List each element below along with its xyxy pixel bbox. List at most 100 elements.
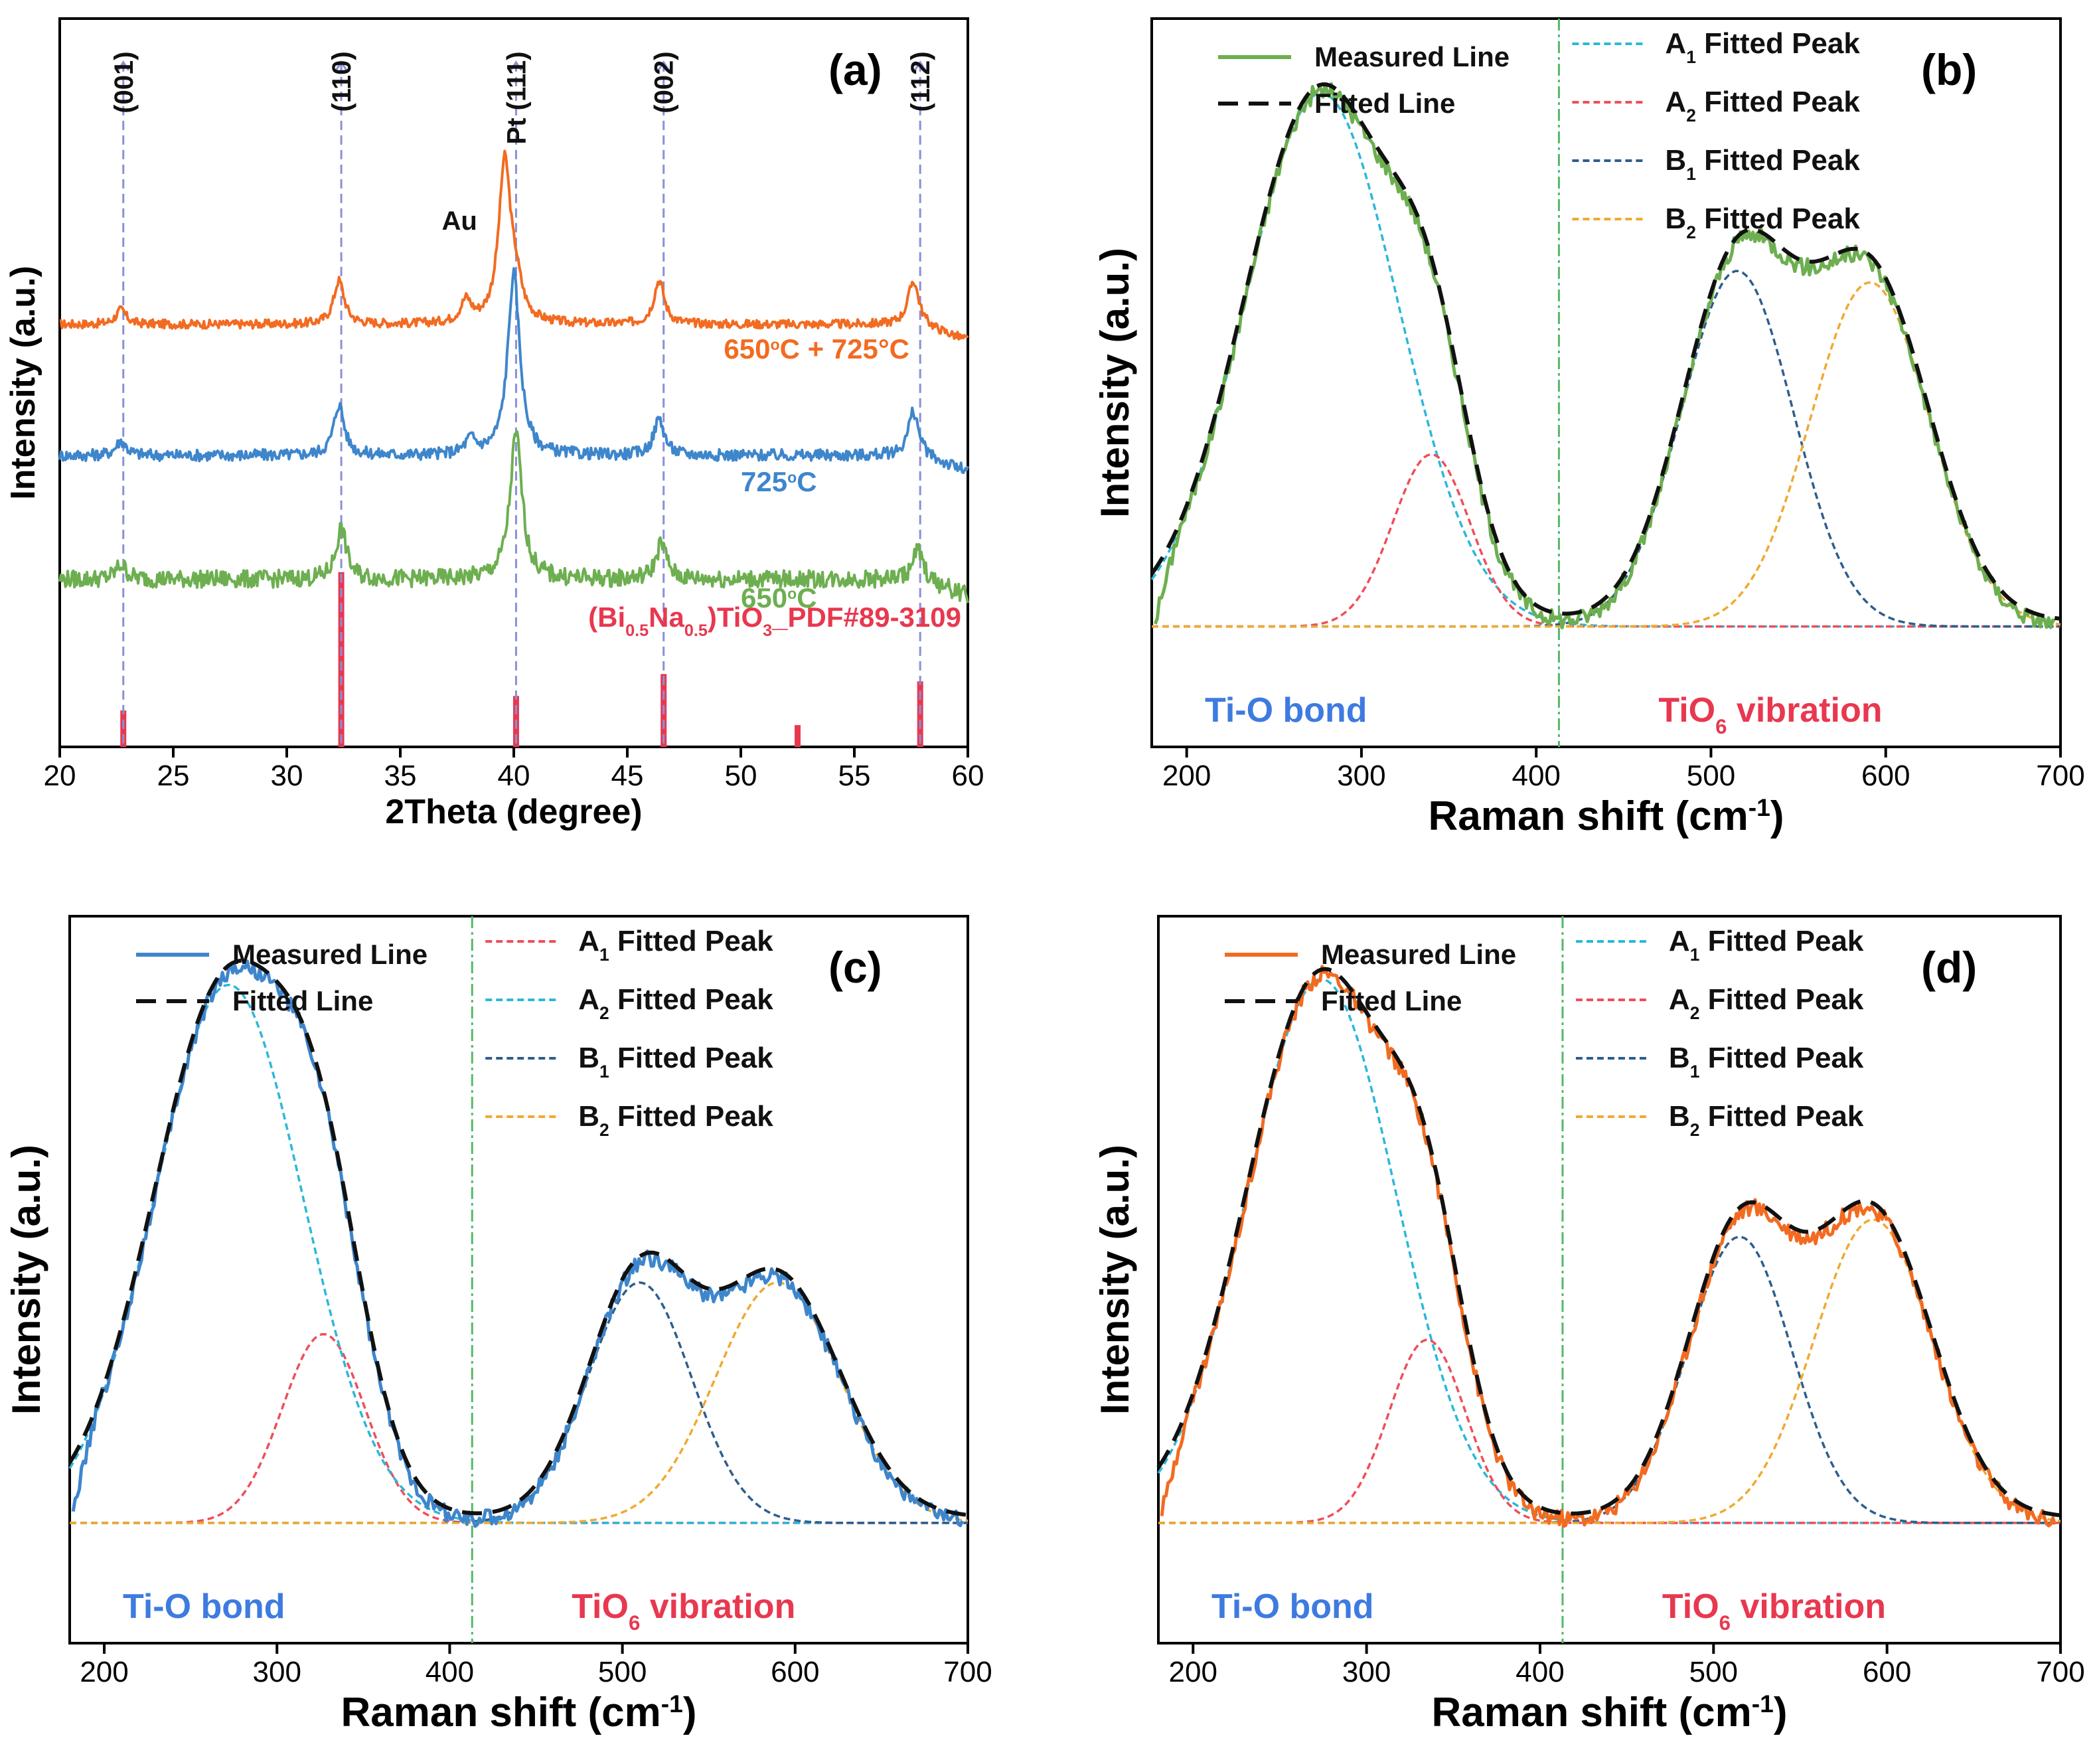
x-tick-label: 400 bbox=[1516, 1656, 1564, 1688]
fitted-line bbox=[1156, 967, 2061, 1518]
series-label: 725oC bbox=[741, 466, 817, 497]
panel-label: (a) bbox=[828, 45, 882, 94]
plot-frame bbox=[68, 915, 969, 1644]
plot-frame bbox=[1150, 17, 2062, 748]
guide-arrow bbox=[335, 60, 348, 71]
guide-label: Pt (111) bbox=[502, 51, 531, 144]
chart-panel-d: 200 300 400 500 600 700 Raman shift (cm-1) Inte… bbox=[1093, 915, 2085, 1735]
legend-label-b1: B1 Fitted Peak bbox=[1665, 144, 1860, 184]
guide-label: (112) bbox=[906, 51, 935, 112]
panel-label: (d) bbox=[1921, 943, 1977, 992]
fitted-peak-b1 bbox=[1158, 1236, 2060, 1524]
x-tick-label: 30 bbox=[271, 760, 303, 792]
guide-arrow bbox=[657, 60, 670, 71]
x-tick-label: 60 bbox=[952, 760, 984, 792]
fitted-peak-b2 bbox=[70, 1281, 969, 1524]
legend-label-measured: Measured Line bbox=[232, 939, 428, 970]
legend-label-fitted: Fitted Line bbox=[1314, 88, 1455, 119]
legend-label-b2: B2 Fitted Peak bbox=[578, 1100, 773, 1140]
panel-label: (c) bbox=[828, 943, 882, 992]
x-tick-label: 40 bbox=[498, 760, 530, 792]
x-axis-label: Raman shift (cm-1) bbox=[341, 1690, 696, 1735]
legend-label-b1: B1 Fitted Peak bbox=[578, 1042, 773, 1082]
legend-label-a1: A1 Fitted Peak bbox=[578, 925, 773, 965]
fitted-peak-b2 bbox=[1152, 281, 2061, 628]
x-tick-label: 25 bbox=[157, 760, 190, 792]
x-tick-label: 600 bbox=[1863, 1656, 1911, 1688]
fitted-peak-a2 bbox=[1158, 1338, 2060, 1524]
fitted-peak-b2 bbox=[1158, 1218, 2061, 1524]
legend-label-b2: B2 Fitted Peak bbox=[1669, 1100, 1864, 1140]
x-tick-label: 300 bbox=[253, 1656, 301, 1688]
guide-label: (002) bbox=[650, 51, 679, 113]
guide-lines: (001) (110) Pt (111) (002) (112) bbox=[110, 51, 935, 747]
x-tick-label: 20 bbox=[44, 760, 76, 792]
x-axis: 200 300 400 500 600 700 bbox=[1169, 1643, 2085, 1688]
x-tick-label: 600 bbox=[1861, 760, 1910, 792]
y-axis-label: Intensity (a.u.) bbox=[4, 1145, 48, 1415]
fitted-peak-b1 bbox=[70, 1281, 968, 1524]
x-tick-label: 500 bbox=[1689, 1656, 1738, 1688]
x-tick-label: 500 bbox=[598, 1656, 647, 1688]
x-tick-label: 500 bbox=[1687, 760, 1735, 792]
legend-label-a2: A2 Fitted Peak bbox=[1669, 983, 1864, 1023]
series-label: 650oC bbox=[741, 582, 817, 613]
legend-label-a1: A1 Fitted Peak bbox=[1665, 27, 1860, 67]
x-tick-label: 300 bbox=[1337, 760, 1385, 792]
x-tick-label: 700 bbox=[943, 1656, 992, 1688]
guide-arrow bbox=[117, 60, 130, 71]
fitted-line bbox=[68, 958, 969, 1517]
x-axis-label: Raman shift (cm-1) bbox=[1428, 793, 1784, 839]
y-axis-label: Intensity (a.u.) bbox=[4, 266, 42, 499]
x-tick-label: 35 bbox=[384, 760, 417, 792]
x-tick-label: 45 bbox=[611, 760, 644, 792]
x-tick-label: 200 bbox=[1162, 760, 1211, 792]
legend-label-a2: A2 Fitted Peak bbox=[1665, 86, 1860, 125]
x-tick-label: 50 bbox=[725, 760, 757, 792]
x-tick-label: 300 bbox=[1342, 1656, 1391, 1688]
y-axis-label: Intensity (a.u.) bbox=[1093, 1145, 1137, 1415]
x-tick-label: 700 bbox=[2036, 760, 2084, 792]
measured-line bbox=[1153, 82, 2056, 629]
legend: Measured Line Fitted Line A1 Fitted Peak A2… bbox=[1225, 925, 1864, 1140]
x-tick-label: 200 bbox=[1169, 1656, 1217, 1688]
chart-panel-c: 200 300 400 500 600 700 Raman shift (cm-1) Inte… bbox=[4, 915, 992, 1735]
series-label: 650oC + 725°C bbox=[724, 333, 909, 364]
guide-arrow bbox=[510, 60, 522, 71]
x-tick-label: 600 bbox=[771, 1656, 819, 1688]
panel-label: (b) bbox=[1921, 45, 1977, 94]
legend: Measured Line Fitted Line A1 Fitted Peak A2… bbox=[136, 925, 773, 1140]
legend-label-a2: A2 Fitted Peak bbox=[578, 983, 773, 1023]
x-tick-label: 400 bbox=[1512, 760, 1560, 792]
legend-label-measured: Measured Line bbox=[1314, 41, 1510, 72]
fitted-peak-a2 bbox=[1152, 453, 2060, 628]
region-label-right: TiO6 vibration bbox=[1658, 691, 1882, 738]
x-axis: 200 300 400 500 600 700 bbox=[80, 1643, 992, 1688]
legend-label-fitted: Fitted Line bbox=[232, 985, 373, 1016]
guide-label: (110) bbox=[327, 51, 356, 112]
reference-label: (Bi0.5Na0.5)TiO3_PDF#89-3109 bbox=[588, 601, 961, 640]
legend-label-b1: B1 Fitted Peak bbox=[1669, 1042, 1864, 1082]
legend: Measured Line Fitted Line A1 Fitted Peak A2… bbox=[1218, 27, 1860, 242]
chart-panel-b: 200 300 400 500 600 700 Raman shift (cm-1) Inte… bbox=[1093, 17, 2085, 839]
x-axis-label: 2Theta (degree) bbox=[385, 793, 642, 831]
series-line-650c725c bbox=[59, 149, 969, 341]
chart-panel-a: 20 25 30 35 40 45 50 55 60 2Theta (degree) Intensi… bbox=[4, 17, 984, 831]
region-label-right: TiO6 vibration bbox=[1662, 1587, 1886, 1635]
x-axis: 200 300 400 500 600 700 bbox=[1162, 747, 2085, 792]
guide-arrow bbox=[913, 60, 927, 71]
legend-label-b2: B2 Fitted Peak bbox=[1665, 202, 1860, 242]
fitted-peak-a2 bbox=[68, 983, 968, 1524]
region-label-left: Ti-O bond bbox=[1211, 1587, 1374, 1626]
x-tick-label: 700 bbox=[2036, 1656, 2084, 1688]
x-tick-label: 55 bbox=[838, 760, 871, 792]
y-axis-label: Intensity (a.u.) bbox=[1093, 248, 1137, 518]
fitted-line bbox=[1150, 82, 2061, 621]
x-tick-label: 400 bbox=[426, 1656, 474, 1688]
guide-label: (001) bbox=[110, 51, 139, 113]
region-label-right: TiO6 vibration bbox=[572, 1587, 795, 1635]
x-tick-label: 200 bbox=[80, 1656, 128, 1688]
series-line-650c bbox=[58, 430, 969, 603]
x-axis-label: Raman shift (cm-1) bbox=[1431, 1690, 1787, 1735]
series-line-725c bbox=[58, 267, 969, 475]
